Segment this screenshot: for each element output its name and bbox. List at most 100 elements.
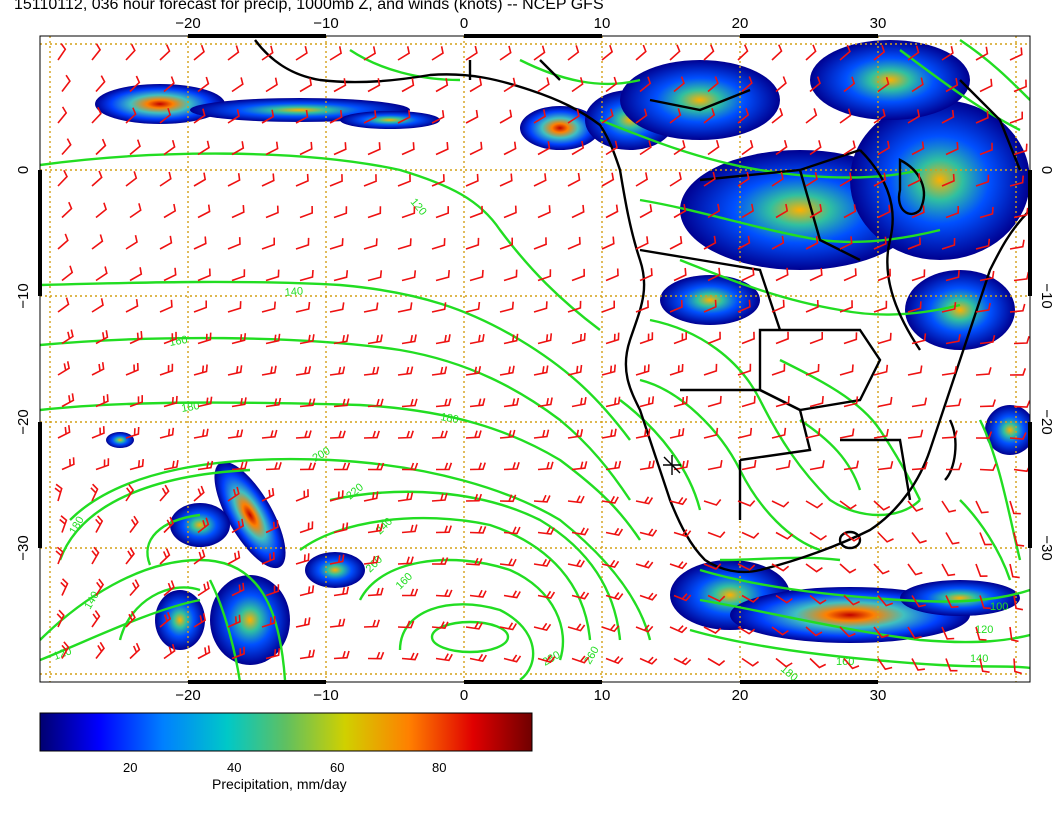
wind-barb bbox=[979, 206, 994, 219]
wind-barb bbox=[367, 78, 381, 93]
wind-barb bbox=[163, 580, 175, 597]
wind-barb bbox=[707, 267, 721, 282]
wind-barb bbox=[499, 494, 517, 503]
wind-barb bbox=[499, 301, 514, 313]
wind-barb bbox=[295, 173, 309, 187]
wind-barb bbox=[941, 109, 955, 124]
wind-barb bbox=[57, 233, 69, 250]
wind-barb bbox=[465, 621, 483, 630]
wind-barb bbox=[567, 364, 583, 376]
wind-barb bbox=[1009, 368, 1027, 376]
colorbar bbox=[39, 712, 533, 752]
wind-barb bbox=[261, 45, 274, 61]
wind-barb bbox=[159, 548, 171, 565]
wind-barb bbox=[737, 626, 756, 635]
wind-barb bbox=[435, 653, 453, 662]
wind-barb bbox=[703, 299, 717, 313]
wind-barb bbox=[333, 522, 349, 534]
wind-barb bbox=[703, 108, 716, 124]
wind-barb bbox=[707, 531, 726, 539]
wind-barb bbox=[809, 531, 827, 541]
wind-barb bbox=[129, 75, 141, 93]
wind-barb bbox=[129, 395, 143, 408]
wind-barb bbox=[605, 76, 618, 93]
wind-barb bbox=[329, 174, 343, 187]
lat-tick-label: −10 bbox=[1038, 283, 1055, 308]
wind-barb bbox=[877, 461, 894, 471]
wind-barb bbox=[435, 525, 452, 534]
wind-barb bbox=[771, 626, 789, 636]
wind-barb bbox=[57, 425, 71, 439]
wind-barb bbox=[537, 269, 552, 282]
wind-barb bbox=[367, 651, 385, 660]
wind-barb bbox=[265, 648, 281, 660]
wind-barb bbox=[469, 77, 483, 93]
wind-barb bbox=[979, 532, 992, 546]
wind-barb bbox=[397, 238, 412, 250]
wind-barb bbox=[367, 334, 383, 345]
wind-barb bbox=[571, 204, 585, 219]
wind-barb bbox=[329, 238, 344, 250]
wind-barb bbox=[197, 332, 212, 345]
lon-labels-top: −20 −10 0 10 20 30 bbox=[175, 15, 886, 32]
wind-barb bbox=[945, 334, 961, 345]
wind-barb bbox=[401, 78, 415, 93]
wind-barb bbox=[873, 626, 889, 639]
wind-barb bbox=[635, 364, 650, 376]
contour-label: 180 bbox=[439, 411, 459, 426]
wind-barb bbox=[907, 500, 924, 512]
wind-barb bbox=[669, 561, 688, 570]
wind-barb bbox=[839, 300, 853, 313]
wind-barb bbox=[435, 206, 449, 219]
wind-barb bbox=[295, 617, 311, 628]
wind-barb bbox=[537, 590, 556, 599]
wind-barb bbox=[363, 174, 377, 187]
wind-barb bbox=[231, 582, 245, 597]
wind-barb bbox=[537, 77, 550, 93]
wind-barb bbox=[843, 204, 857, 219]
wind-barb bbox=[231, 518, 245, 534]
wind-barb bbox=[397, 46, 410, 61]
wind-barb bbox=[877, 658, 893, 671]
wind-barb bbox=[1009, 500, 1021, 515]
wind-barb bbox=[329, 46, 342, 61]
wind-barb bbox=[435, 142, 449, 156]
wind-barb bbox=[125, 107, 137, 124]
wind-barb bbox=[129, 139, 141, 156]
lon-tick-label: 30 bbox=[870, 15, 887, 32]
wind-barb bbox=[363, 555, 380, 565]
wind-barb bbox=[805, 299, 819, 313]
wind-barb bbox=[873, 108, 886, 124]
wind-barb bbox=[163, 331, 177, 345]
wind-barb bbox=[431, 238, 446, 250]
wind-barb bbox=[163, 267, 177, 282]
wind-barb bbox=[635, 44, 647, 61]
wind-barb bbox=[227, 173, 241, 187]
wind-barb bbox=[265, 141, 279, 156]
wind-barb bbox=[95, 330, 109, 345]
wind-barb bbox=[125, 547, 135, 565]
wind-barb bbox=[54, 483, 63, 502]
lon-tick-label: −10 bbox=[313, 687, 338, 704]
wind-barb bbox=[775, 267, 789, 282]
wind-barb bbox=[125, 298, 139, 313]
wind-barb bbox=[231, 141, 245, 156]
wind-barb bbox=[601, 172, 615, 187]
wind-barb bbox=[499, 365, 515, 376]
wind-barb bbox=[125, 171, 138, 187]
wind-barb bbox=[907, 429, 924, 439]
wind-barb bbox=[329, 554, 345, 565]
wind-barb bbox=[299, 462, 317, 471]
wind-barb bbox=[945, 270, 960, 282]
wind-barb bbox=[669, 428, 685, 439]
wind-barb bbox=[401, 206, 416, 219]
wind-barb bbox=[639, 76, 652, 93]
wind-barb bbox=[805, 363, 820, 376]
wind-barb bbox=[57, 297, 70, 313]
wind-barb bbox=[567, 300, 582, 313]
wind-barb bbox=[95, 394, 109, 408]
wind-barb bbox=[877, 531, 894, 543]
lon-tick-label: 20 bbox=[732, 15, 749, 32]
wind-barb bbox=[639, 528, 658, 537]
